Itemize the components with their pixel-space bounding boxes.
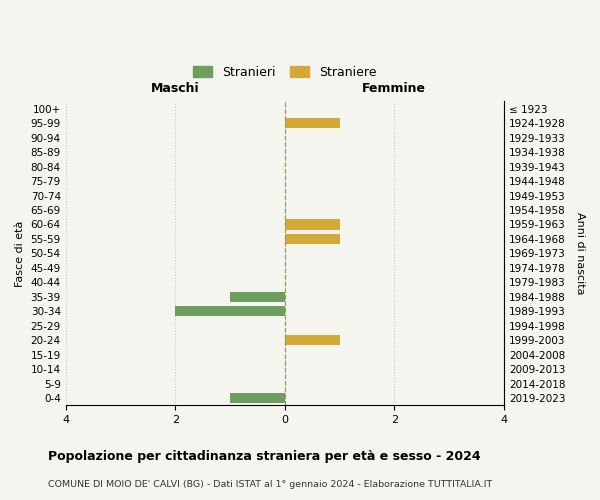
Text: Popolazione per cittadinanza straniera per età e sesso - 2024: Popolazione per cittadinanza straniera p… [48,450,481,463]
Bar [230,393,285,404]
Bar [285,335,340,345]
Bar [285,234,340,244]
Text: Femmine: Femmine [362,82,427,96]
Legend: Stranieri, Straniere: Stranieri, Straniere [190,62,380,82]
Y-axis label: Anni di nascita: Anni di nascita [575,212,585,294]
Y-axis label: Fasce di età: Fasce di età [15,220,25,286]
Bar [175,306,285,316]
Text: Maschi: Maschi [151,82,200,96]
Bar [285,220,340,230]
Text: COMUNE DI MOIO DE' CALVI (BG) - Dati ISTAT al 1° gennaio 2024 - Elaborazione TUT: COMUNE DI MOIO DE' CALVI (BG) - Dati IST… [48,480,492,489]
Bar [285,118,340,128]
Bar [230,292,285,302]
